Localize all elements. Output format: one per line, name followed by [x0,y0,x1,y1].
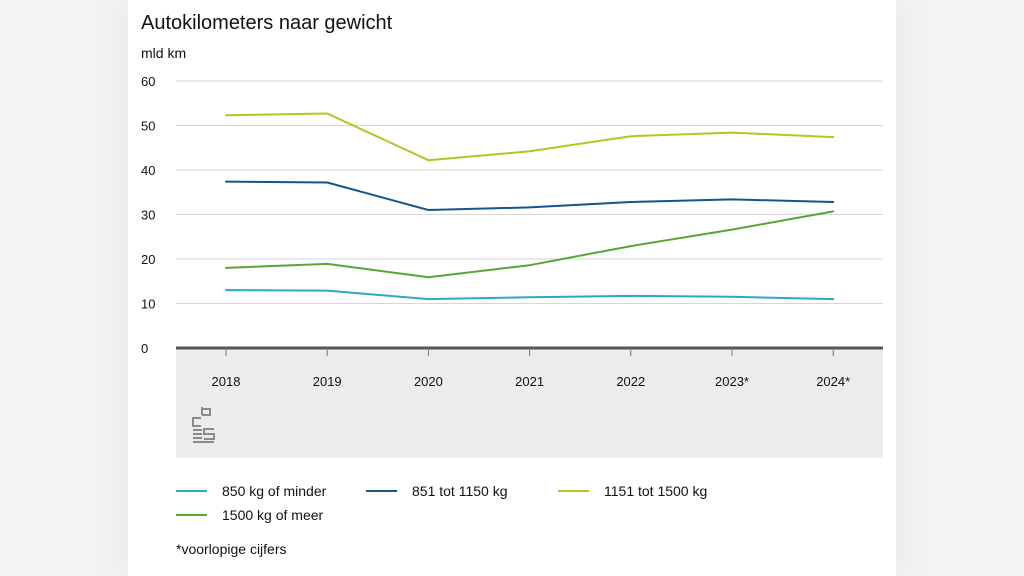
series-line [225,289,835,301]
cbs-logo [192,407,215,443]
y-tick-label: 0 [141,341,148,356]
y-tick-label: 30 [141,208,155,223]
y-axis-ticks: 0 10 20 30 40 50 60 [141,74,155,356]
grid-lines [176,80,883,350]
legend-label: 1500 kg of meer [222,507,324,523]
y-axis-unit-label: mld km [141,45,186,61]
y-tick-label: 50 [141,119,155,134]
y-tick-label: 40 [141,163,155,178]
series-line [225,210,835,279]
series-line [225,112,835,162]
x-tick-label: 2022 [616,374,645,389]
cbs-logo-c [192,417,201,427]
x-tick-label: 2019 [313,374,342,389]
cbs-logo-stripes [193,429,214,443]
legend-label: 851 tot 1150 kg [412,483,507,499]
y-tick-label: 10 [141,297,155,312]
chart-card: Autokilometers naar gewicht mld km 0 10 20… [128,0,896,576]
footnote: *voorlopige cijfers [176,541,287,557]
series-line [225,180,835,211]
x-axis-ticks: 2018 2019 2020 2021 2022 2023* 2024* [212,348,850,389]
y-tick-label: 60 [141,74,155,89]
y-tick-label: 20 [141,252,155,267]
legend-label: 1151 tot 1500 kg [604,483,707,499]
chart-title: Autokilometers naar gewicht [141,12,393,34]
line-chart: Autokilometers naar gewicht mld km 0 10 20… [141,12,883,557]
cbs-logo-b [201,407,211,416]
x-tick-label: 2020 [414,374,443,389]
legend-label: 850 kg of minder [222,483,327,499]
x-tick-label: 2023* [715,374,749,389]
x-axis-band [176,349,883,458]
x-tick-label: 2021 [515,374,544,389]
series-lines [225,112,835,301]
x-tick-label: 2018 [212,374,241,389]
cbs-logo-s [203,428,215,440]
legend: 850 kg of minder 851 tot 1150 kg 1151 tot … [176,483,707,523]
x-tick-label: 2024* [816,374,850,389]
